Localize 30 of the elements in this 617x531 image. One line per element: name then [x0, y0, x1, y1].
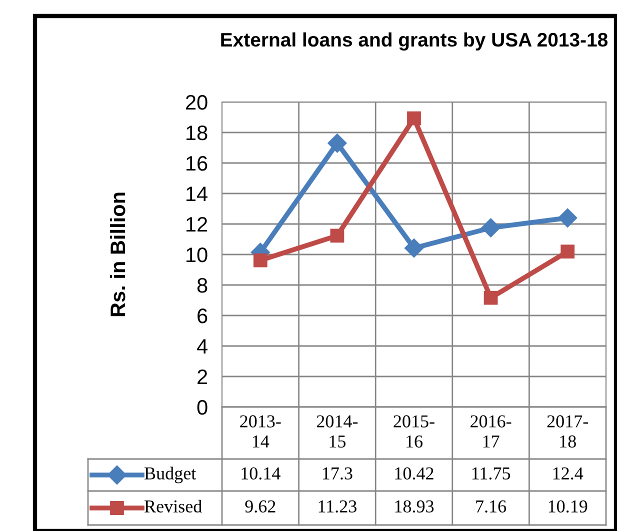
x-tick-label: 2014-15 [316, 415, 358, 448]
legend-label: Revised [144, 500, 202, 513]
data-label: 11.75 [472, 467, 510, 480]
x-tick-label: 2013-14 [240, 415, 281, 448]
data-label: 17.3 [322, 467, 352, 480]
x-tick-label: 2017-18 [547, 415, 588, 448]
y-tick-label: 18 [186, 126, 208, 140]
y-axis-title: Rs. in Billion [110, 192, 126, 316]
y-tick-label: 6 [198, 308, 208, 324]
y-tick-label: 8 [197, 278, 208, 293]
data-label: 7.16 [476, 500, 506, 513]
data-label: 11.23 [318, 500, 356, 513]
data-label: 10.42 [395, 467, 434, 480]
y-tick-label: 0 [197, 400, 208, 415]
data-label: 9.62 [245, 500, 276, 513]
y-tick-label: 14 [186, 186, 208, 202]
chart-title: External loans and grants by USA 2013-18 [221, 32, 608, 51]
data-label: 10.19 [548, 500, 588, 513]
x-tick-label: 2015-16 [394, 415, 434, 448]
legend-label: Budget [144, 466, 196, 484]
data-label: 12.4 [553, 467, 584, 480]
y-tick-label: 12 [186, 217, 208, 232]
data-label: 10.14 [242, 467, 280, 480]
y-tick-label: 20 [186, 95, 208, 110]
y-tick-label: 2 [198, 370, 208, 384]
y-tick-label: 4 [197, 339, 208, 354]
y-tick-label: 16 [186, 156, 208, 171]
y-tick-label: 10 [186, 248, 208, 262]
data-label: 18.93 [395, 500, 434, 513]
x-tick-label: 2016-17 [470, 415, 512, 448]
